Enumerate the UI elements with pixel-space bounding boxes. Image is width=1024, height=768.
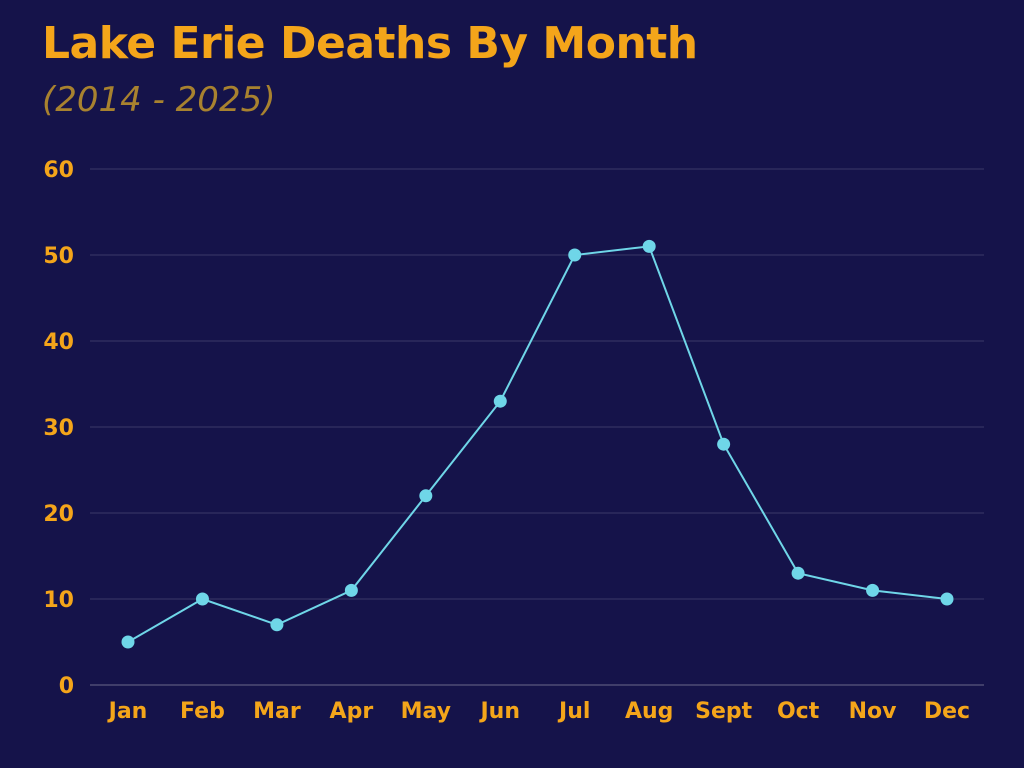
- data-point: [419, 489, 433, 503]
- x-tick-label: Feb: [180, 699, 225, 724]
- data-point: [493, 394, 507, 408]
- x-tick-label: May: [401, 699, 451, 724]
- x-tick-label: Jan: [107, 699, 148, 724]
- data-point: [344, 583, 358, 597]
- x-tick-label: Jul: [557, 699, 590, 724]
- data-point: [791, 566, 805, 580]
- data-point: [270, 618, 284, 632]
- x-tick-label: Sept: [695, 699, 753, 724]
- data-point: [195, 592, 209, 606]
- y-tick-label: 40: [43, 330, 74, 355]
- series-line: [127, 245, 948, 643]
- data-point: [866, 583, 880, 597]
- x-tick-label: Jun: [479, 699, 521, 724]
- y-tick-label: 30: [43, 416, 74, 441]
- data-point: [568, 248, 582, 262]
- y-tick-label: 0: [59, 674, 74, 699]
- chart-subtitle: (2014 - 2025): [42, 80, 276, 120]
- x-tick-label: Apr: [330, 699, 374, 724]
- y-tick-label: 20: [43, 502, 74, 527]
- data-point: [642, 239, 656, 253]
- y-tick-label: 60: [43, 158, 74, 183]
- y-tick-label: 50: [43, 244, 74, 269]
- y-tick-label: 10: [43, 588, 74, 613]
- data-point: [940, 592, 954, 606]
- chart-title: Lake Erie Deaths By Month: [42, 18, 698, 69]
- x-tick-label: Mar: [253, 699, 301, 724]
- x-tick-label: Dec: [924, 699, 970, 724]
- data-point: [717, 437, 731, 451]
- x-tick-label: Aug: [625, 699, 673, 724]
- x-tick-label: Oct: [777, 699, 820, 724]
- data-point: [121, 635, 135, 649]
- x-tick-label: Nov: [849, 699, 898, 724]
